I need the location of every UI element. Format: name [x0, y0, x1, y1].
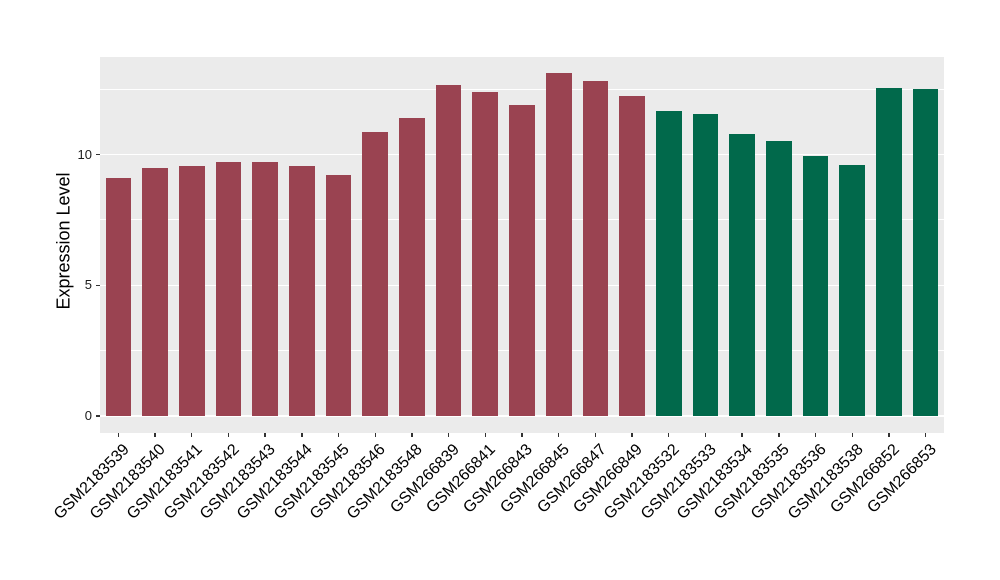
y-tick-mark: [96, 415, 100, 417]
bar-GSM266839: [435, 85, 462, 416]
bar-GSM2183543: [252, 162, 278, 416]
bar-GSM2183540: [142, 167, 168, 416]
bar-GSM266845: [545, 73, 572, 416]
x-tick-mark: [337, 433, 340, 437]
bar-GSM2183536: [802, 155, 829, 416]
x-tick-mark: [778, 433, 780, 437]
bar-GSM266841: [472, 91, 499, 416]
x-tick-mark: [741, 433, 743, 437]
x-tick-mark: [154, 433, 156, 437]
bar-GSM2183545: [325, 175, 352, 416]
x-tick-mark: [814, 433, 817, 437]
x-tick-mark: [594, 433, 597, 437]
bar-GSM2183546: [362, 132, 389, 416]
x-tick-mark: [264, 433, 266, 437]
y-tick-mark: [96, 284, 100, 286]
bar-GSM266853: [912, 89, 939, 416]
x-tick-mark: [631, 433, 633, 437]
plot-panel: [100, 57, 944, 433]
x-tick-mark: [924, 433, 927, 437]
y-tick-label-10: 10: [77, 146, 92, 162]
bar-GSM2183533: [692, 114, 719, 416]
bar-GSM2183548: [399, 117, 425, 416]
bar-GSM266852: [876, 87, 902, 416]
x-tick-mark: [557, 433, 560, 437]
bar-GSM2183532: [655, 111, 682, 416]
bar-GSM2183542: [215, 162, 242, 416]
x-tick-mark: [227, 433, 230, 437]
x-tick-mark: [668, 433, 670, 437]
bar-GSM2183541: [178, 166, 205, 416]
x-tick-mark: [521, 433, 523, 437]
x-tick-mark: [301, 433, 303, 437]
major-gridline: [100, 415, 944, 417]
y-tick-mark: [96, 153, 100, 156]
x-tick-mark: [411, 433, 413, 437]
bar-GSM266847: [582, 81, 609, 416]
bar-GSM2183538: [839, 164, 866, 416]
bar-GSM266843: [509, 104, 535, 416]
x-tick-mark: [704, 433, 707, 437]
bar-GSM266849: [619, 95, 645, 416]
bar-GSM2183539: [105, 178, 132, 416]
y-tick-label-0: 0: [84, 408, 92, 423]
x-tick-mark: [484, 433, 486, 437]
x-tick-mark: [888, 433, 890, 437]
x-tick-mark: [117, 433, 120, 437]
x-tick-mark: [374, 433, 376, 437]
y-tick-label-5: 5: [84, 277, 92, 293]
x-tick-mark: [447, 433, 450, 437]
bar-GSM2183534: [729, 133, 755, 416]
bar-GSM2183544: [288, 166, 315, 416]
x-tick-mark: [191, 433, 193, 437]
x-tick-mark: [851, 433, 853, 437]
minor-gridline: [100, 88, 944, 90]
bar-GSM2183535: [766, 141, 792, 416]
